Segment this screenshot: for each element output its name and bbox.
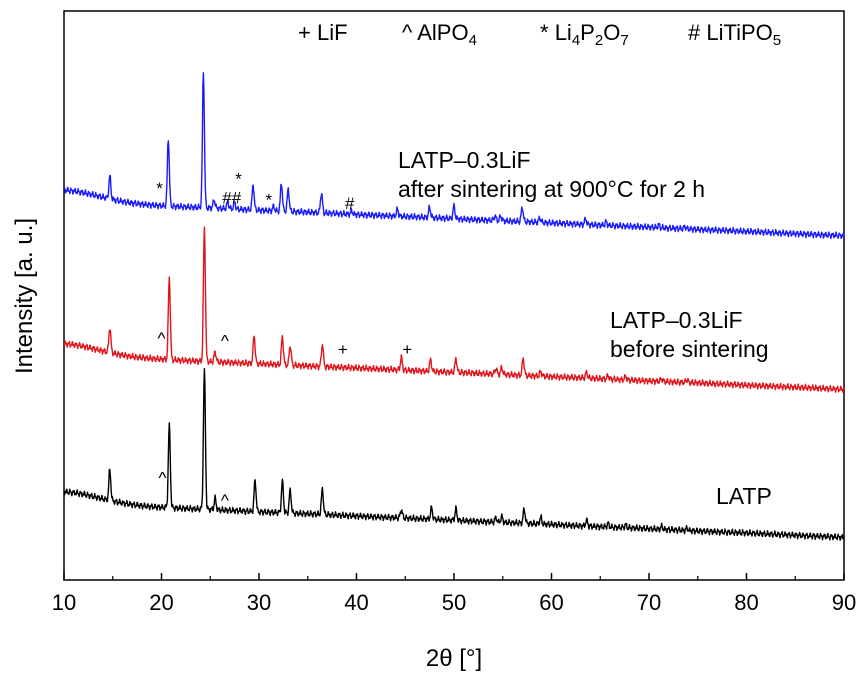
x-tick-label: 30	[247, 590, 271, 615]
x-tick-label: 60	[539, 590, 563, 615]
legend: + LiF ^ AlPO4 * Li4P2O7 # LiTiPO5	[298, 20, 781, 49]
series-label: LATP–0.3LiF after sintering at 900°C for …	[398, 147, 705, 202]
peak-marker: +	[402, 340, 412, 359]
peak-marker: *	[235, 170, 242, 189]
series-group	[63, 72, 845, 541]
x-tick-label: 10	[52, 590, 76, 615]
x-axis-label: 2θ [°]	[426, 645, 482, 672]
legend-entry: ^ AlPO4	[402, 20, 477, 49]
x-tick-label: 50	[442, 590, 466, 615]
x-tick-label: 90	[832, 590, 856, 615]
series-line	[63, 368, 845, 541]
peak-marker: +	[338, 340, 348, 359]
peak-marker: ^	[158, 468, 166, 487]
x-tick-label: 40	[344, 590, 368, 615]
series-line	[63, 72, 845, 240]
series-label: LATP–0.3LiF before sintering	[610, 307, 769, 362]
peak-marker: ##	[222, 188, 241, 207]
legend-entry: # LiTiPO5	[688, 20, 781, 49]
peak-marker: *	[156, 179, 163, 198]
peak-markers: ^^^ ^ + +**## * #	[156, 170, 412, 510]
peak-marker: ^	[221, 491, 229, 510]
series-label: LATP	[716, 483, 772, 509]
peak-marker: ^	[158, 329, 166, 348]
x-tick-label: 70	[637, 590, 661, 615]
peak-marker: *	[265, 191, 272, 210]
x-tick-label: 20	[149, 590, 173, 615]
y-axis-label: Intensity [a. u.]	[11, 218, 38, 374]
peak-marker: ^	[221, 332, 229, 351]
x-ticks: 10 20 30 40 50 60 70 80 90	[52, 573, 856, 615]
series-labels: LATP LATP–0.3LiF before sintering LATP–0.3L…	[398, 147, 772, 509]
legend-entry: + LiF	[298, 20, 348, 45]
peak-marker: #	[345, 194, 355, 213]
x-tick-label: 80	[734, 590, 758, 615]
legend-entry: * Li4P2O7	[540, 20, 629, 49]
series-line	[63, 226, 845, 393]
